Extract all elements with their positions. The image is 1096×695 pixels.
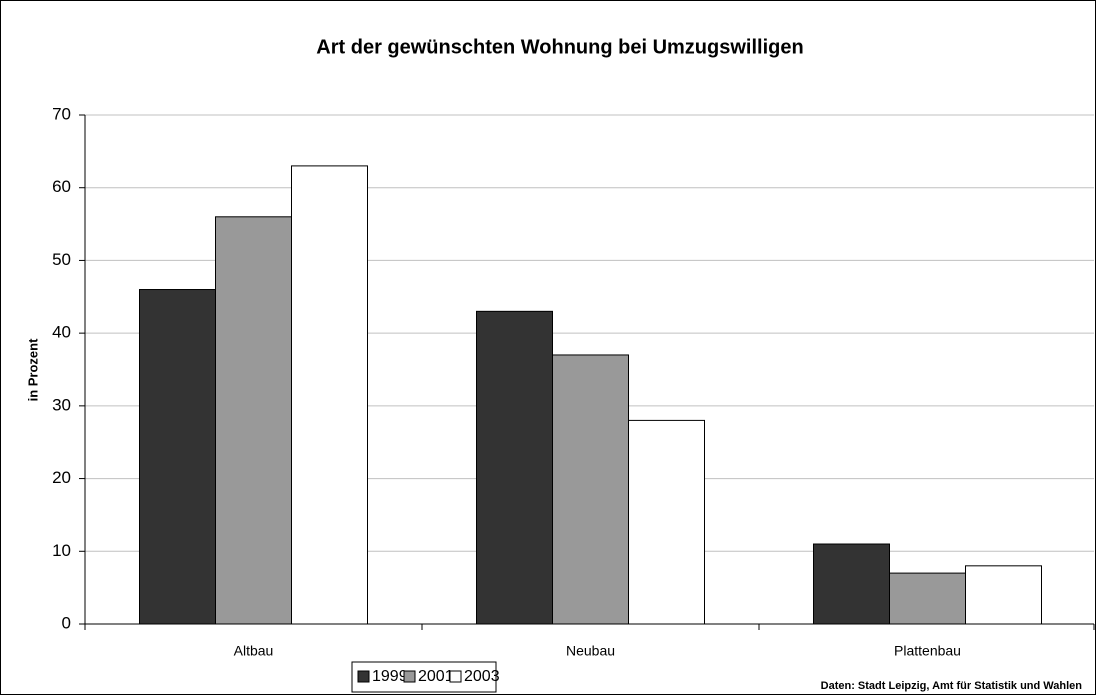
x-tick-label: Plattenbau (894, 643, 961, 659)
bar (889, 572, 966, 625)
bar (215, 216, 292, 625)
legend-swatch (403, 670, 416, 683)
legend-label: 1999 (372, 668, 408, 685)
legend-label: 2003 (464, 668, 500, 685)
bar (139, 289, 216, 625)
bar (476, 310, 553, 625)
y-tick-label: 30 (52, 395, 71, 414)
source-note: Daten: Stadt Leipzig, Amt für Statistik … (821, 680, 1083, 692)
legend-label: 2001 (418, 668, 454, 685)
x-tick-label: Neubau (566, 643, 615, 659)
y-tick-label: 40 (52, 323, 71, 342)
bar (291, 165, 368, 625)
y-tick-label: 0 (62, 613, 71, 632)
y-tick-label: 60 (52, 177, 71, 196)
legend-swatch (357, 670, 370, 683)
legend-box (351, 661, 497, 693)
y-tick-label: 20 (52, 468, 71, 487)
bar (965, 565, 1042, 625)
x-tick-label: Altbau (234, 643, 274, 659)
y-tick-label: 50 (52, 250, 71, 269)
bar (552, 354, 629, 625)
legend-swatch (449, 670, 462, 683)
y-tick-label: 10 (52, 541, 71, 560)
y-tick-label: 70 (52, 104, 71, 123)
y-axis-label: in Prozent (25, 338, 40, 402)
bar (628, 419, 705, 625)
chart-title: Art der gewünschten Wohnung bei Umzugswi… (316, 36, 803, 58)
bar (813, 543, 890, 625)
